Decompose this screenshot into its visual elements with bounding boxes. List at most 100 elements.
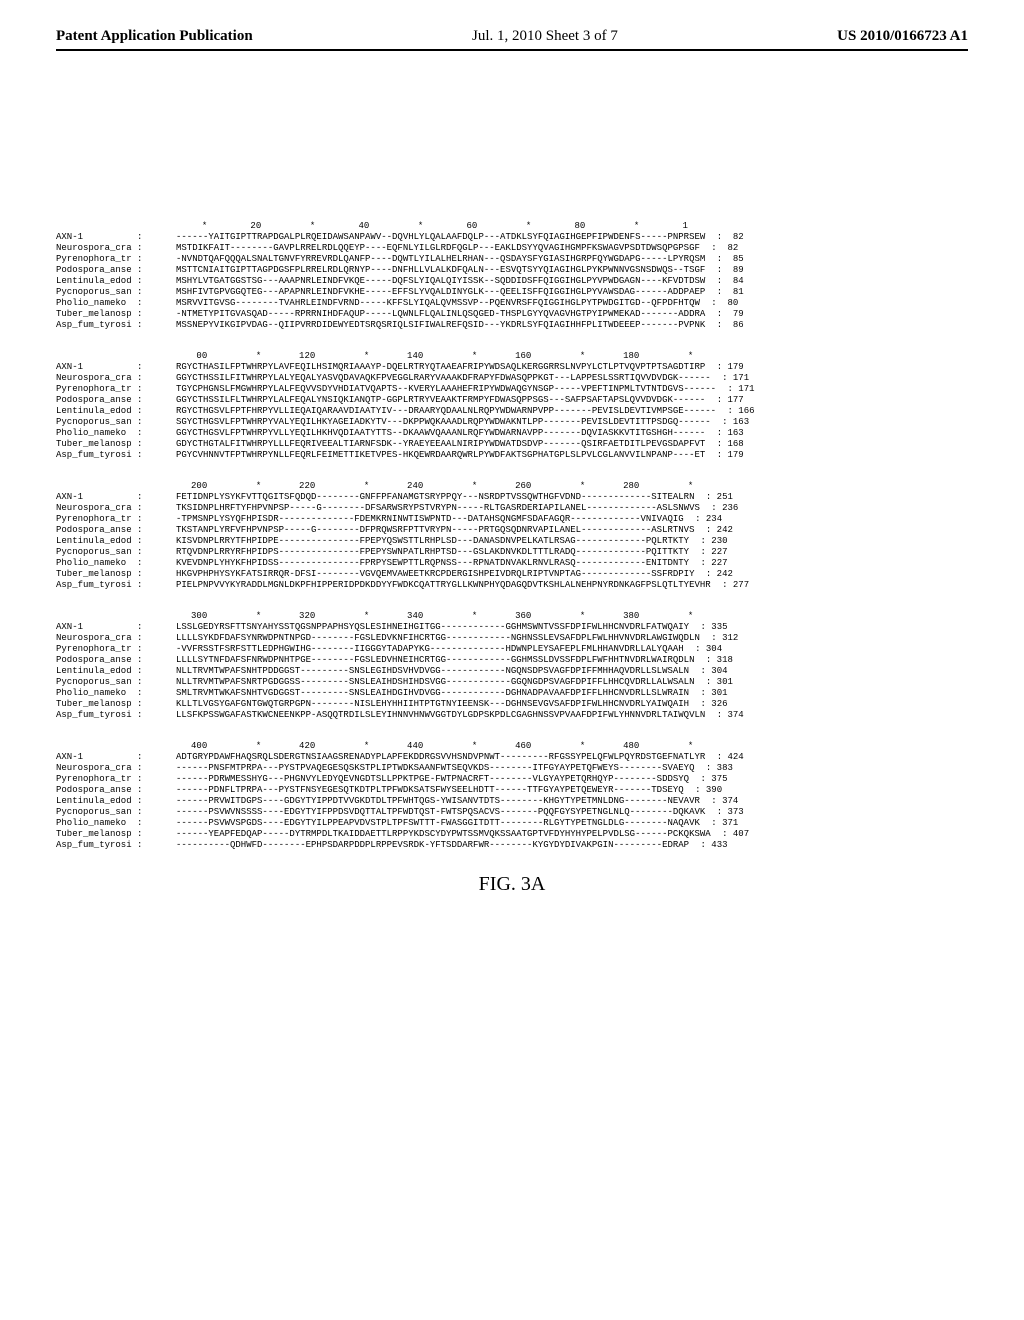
alignment-block: 00 * 120 * 140 * 160 * 180 *AXN-1 : RGYC… — [56, 351, 968, 461]
sequence-end-position: : 81 — [711, 287, 743, 298]
sequence-end-position: : 326 — [695, 699, 727, 710]
header-center: Jul. 1, 2010 Sheet 3 of 7 — [472, 28, 618, 45]
alignment-block: 400 * 420 * 440 * 460 * 480 *AXN-1 : ADT… — [56, 741, 968, 851]
sequence-residues: GGYCTHGSVLFPTWHRPYVLLYEQILHKHVQDIAATYTTS… — [176, 428, 705, 439]
sequence-end-position: : 407 — [717, 829, 749, 840]
alignment-block: 300 * 320 * 340 * 360 * 380 *AXN-1 : LSS… — [56, 611, 968, 721]
sequence-end-position: : 166 — [722, 406, 754, 417]
sequence-end-position: : 89 — [711, 265, 743, 276]
alignment-row: Pyrenophora_tr : -TPMSNPLYSYQFHPISDR----… — [56, 514, 968, 525]
sequence-end-position: : 390 — [690, 785, 722, 796]
sequence-residues: MSRVVITGVSG--------TVAHRLEINDFVRND-----K… — [176, 298, 700, 309]
sequence-residues: ------PRVWITDGPS----GDGYTYIPPDTVVGKDTDLT… — [176, 796, 700, 807]
sequence-end-position: : 80 — [706, 298, 738, 309]
alignment-row: Pholio_nameko : GGYCTHGSVLFPTWHRPYVLLYEQ… — [56, 428, 968, 439]
alignment-row: Lentinula_edod : KISVDNPLRRYTFHPIDPE----… — [56, 536, 968, 547]
sequence-name: Pholio_nameko : — [56, 818, 176, 829]
sequence-name: AXN-1 : — [56, 232, 176, 243]
sequence-name: Pholio_nameko : — [56, 428, 176, 439]
header-right: US 2010/0166723 A1 — [837, 28, 968, 45]
sequence-residues: MSTDIKFAIT--------GAVPLRRELRDLQQEYP----E… — [176, 243, 700, 254]
sequence-end-position: : 424 — [711, 752, 743, 763]
sequence-name: Tuber_melanosp : — [56, 569, 176, 580]
sequence-name: Pyrenophora_tr : — [56, 514, 176, 525]
sequence-residues: -TPMSNPLYSYQFHPISDR--------------FDEMKRN… — [176, 514, 684, 525]
sequence-end-position: : 304 — [690, 644, 722, 655]
alignment-row: Neurospora_cra : LLLLSYKDFDAFSYNRWDPNTNP… — [56, 633, 968, 644]
sequence-name: Podospora_anse : — [56, 785, 176, 796]
sequence-name: Asp_fum_tyrosi : — [56, 450, 176, 461]
sequence-name: Tuber_melanosp : — [56, 699, 176, 710]
sequence-name: AXN-1 : — [56, 752, 176, 763]
sequence-name: Pycnoporus_san : — [56, 287, 176, 298]
sequence-residues: RTQVDNPLRRYRFHPIDPS---------------FPEPYS… — [176, 547, 689, 558]
alignment-row: Pholio_nameko : MSRVVITGVSG--------TVAHR… — [56, 298, 968, 309]
alignment-row: Tuber_melanosp : -NTMETYPITGVASQAD-----R… — [56, 309, 968, 320]
sequence-residues: GDYCTHGTALFITWHRPYLLLFEQRIVEEALTIARNFSDK… — [176, 439, 705, 450]
sequence-name: Pycnoporus_san : — [56, 807, 176, 818]
alignment-row: Pyrenophora_tr : -VVFRSSTFSRFSTTLEDPHGWI… — [56, 644, 968, 655]
sequence-residues: SGYCTHGSVLFPTWHRPYVALYEQILHKYAGEIADKYTV-… — [176, 417, 711, 428]
sequence-end-position: : 234 — [690, 514, 722, 525]
sequence-end-position: : 242 — [700, 525, 732, 536]
sequence-residues: LLLLSYKDFDAFSYNRWDPNTNPGD--------FGSLEDV… — [176, 633, 700, 644]
sequence-end-position: : 433 — [695, 840, 727, 851]
alignment-row: Pholio_nameko : KVEVDNPLYHYKFHPIDSS-----… — [56, 558, 968, 569]
sequence-name: Pholio_nameko : — [56, 298, 176, 309]
sequence-end-position: : 251 — [700, 492, 732, 503]
alignment-row: Podospora_anse : LLLLSYTNFDAFSFNRWDPNHTP… — [56, 655, 968, 666]
sequence-end-position: : 335 — [695, 622, 727, 633]
sequence-end-position: : 312 — [706, 633, 738, 644]
sequence-residues: PIELPNPVVYKYRADDLMGNLDKPFHIPPERIDPDKDDYY… — [176, 580, 711, 591]
sequence-residues: SMLTRVMTWKAFSNHTVGDGGST---------SNSLEAIH… — [176, 688, 689, 699]
sequence-end-position: : 179 — [711, 450, 743, 461]
sequence-end-position: : 374 — [711, 710, 743, 721]
sequence-residues: LSSLGEDYRSFTTSNYAHYSSTQGSNPPAPHSYQSLESIH… — [176, 622, 689, 633]
sequence-end-position: : 301 — [695, 688, 727, 699]
sequence-end-position: : 179 — [711, 362, 743, 373]
sequence-end-position: : 177 — [711, 395, 743, 406]
alignment-row: Neurospora_cra : GGYCTHSSILFITWHRPYLALYE… — [56, 373, 968, 384]
alignment-ruler: * 20 * 40 * 60 * 80 * 1 — [56, 221, 968, 232]
alignment-row: Asp_fum_tyrosi : PGYCVHNNVTFPTWHRPYNLLFE… — [56, 450, 968, 461]
sequence-end-position: : 227 — [695, 558, 727, 569]
sequence-name: Pyrenophora_tr : — [56, 644, 176, 655]
alignment-row: Tuber_melanosp : KLLTLVGSYGAFGNTGWQTGRPG… — [56, 699, 968, 710]
sequence-end-position: : 301 — [700, 677, 732, 688]
sequence-residues: FETIDNPLYSYKFVTTQGITSFQDQD--------GNFFPF… — [176, 492, 694, 503]
sequence-residues: MSSNEPYVIKGIPVDAG--QIIPVRRDIDEWYEDTSRQSR… — [176, 320, 705, 331]
alignment-row: Tuber_melanosp : HKGVPHPHYSYKFATSIRRQR-D… — [56, 569, 968, 580]
sequence-residues: TKSIDNPLHRFTYFHPVNPSP-----G--------DFSAR… — [176, 503, 700, 514]
sequence-name: Neurospora_cra : — [56, 633, 176, 644]
sequence-name: Neurospora_cra : — [56, 503, 176, 514]
sequence-end-position: : 86 — [711, 320, 743, 331]
sequence-residues: GGYCTHSSILFITWHRPYLALYEQALYASVQDAVAQKFPV… — [176, 373, 711, 384]
sequence-name: Podospora_anse : — [56, 655, 176, 666]
sequence-residues: ----------QDHWFD--------EPHPSDARPDDPLRPP… — [176, 840, 689, 851]
alignment-row: Asp_fum_tyrosi : PIELPNPVVYKYRADDLMGNLDK… — [56, 580, 968, 591]
alignment-row: Podospora_anse : TKSTANPLYRFVFHPVNPSP---… — [56, 525, 968, 536]
alignment-row: AXN-1 : FETIDNPLYSYKFVTTQGITSFQDQD------… — [56, 492, 968, 503]
alignment-block: 200 * 220 * 240 * 260 * 280 *AXN-1 : FET… — [56, 481, 968, 591]
sequence-residues: TKSTANPLYRFVFHPVNPSP-----G--------DFPRQW… — [176, 525, 694, 536]
sequence-residues: ------PNSFMTPRPA---PYSTPVAQEGESQSKSTPLIP… — [176, 763, 694, 774]
sequence-name: AXN-1 : — [56, 622, 176, 633]
sequence-residues: ------YEAPFEDQAP-----DYTRMPDLTKAIDDAETTL… — [176, 829, 711, 840]
alignment-row: Neurospora_cra : ------PNSFMTPRPA---PYST… — [56, 763, 968, 774]
sequence-end-position: : 277 — [717, 580, 749, 591]
sequence-name: Pholio_nameko : — [56, 688, 176, 699]
sequence-end-position: : 171 — [722, 384, 754, 395]
sequence-residues: KLLTLVGSYGAFGNTGWQTGRPGPN--------NISLEHY… — [176, 699, 689, 710]
sequence-residues: KVEVDNPLYHYKFHPIDSS---------------FPRPYS… — [176, 558, 689, 569]
sequence-name: Lentinula_edod : — [56, 666, 176, 677]
sequence-end-position: : 85 — [711, 254, 743, 265]
alignment-row: Pycnoporus_san : NLLTRVMTWPAFSNRTPGDGGSS… — [56, 677, 968, 688]
sequence-end-position: : 227 — [695, 547, 727, 558]
sequence-end-position: : 304 — [695, 666, 727, 677]
sequence-name: Asp_fum_tyrosi : — [56, 580, 176, 591]
sequence-end-position: : 163 — [711, 428, 743, 439]
sequence-residues: ------PSVWVNSSSS----EDGYTYIFPPDSVDQTTALT… — [176, 807, 705, 818]
alignment-row: Lentinula_edod : MSHYLVTGATGGSTSG---AAAP… — [56, 276, 968, 287]
sequence-residues: HKGVPHPHYSYKFATSIRRQR-DFSI--------VGVQEM… — [176, 569, 694, 580]
sequence-name: Tuber_melanosp : — [56, 309, 176, 320]
